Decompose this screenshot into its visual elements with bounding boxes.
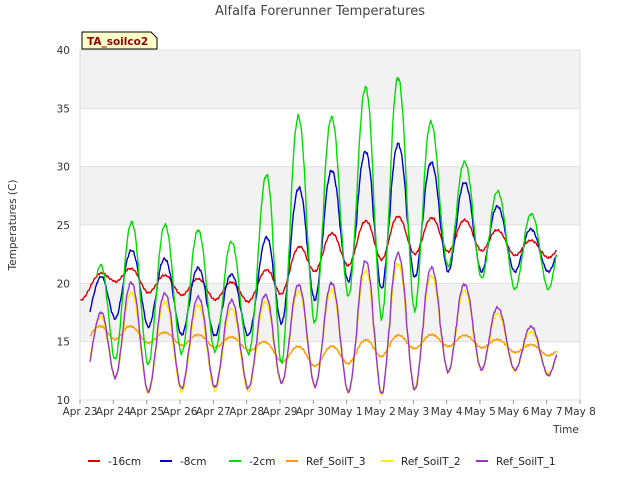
x-tick-label: Apr 24: [96, 406, 131, 418]
y-tick-label: 30: [57, 162, 70, 174]
x-tick-label: May 4: [431, 406, 463, 418]
y-tick-label: 25: [57, 220, 70, 232]
legend-item: -16cm: [88, 456, 141, 468]
legend: -16cm -8cm -2cm Ref_SoilT_3 Ref_SoilT_2 Ref_S…: [88, 456, 556, 468]
chart-title: Alfalfa Forerunner Temperatures: [215, 4, 425, 19]
y-tick-label: 20: [57, 278, 70, 290]
legend-item: -8cm: [160, 456, 206, 468]
legend-label: -8cm: [180, 456, 206, 468]
y-tick-label: 40: [57, 45, 70, 57]
y-tick-label: 10: [57, 395, 70, 407]
legend-label: -16cm: [108, 456, 141, 468]
plot-band: [80, 341, 580, 400]
series-line-16cm: [79, 215, 558, 304]
legend-item: -2cm: [229, 456, 275, 468]
legend-label: Ref_SoilT_1: [496, 456, 556, 468]
series-line-ref-soilt-1: [89, 251, 558, 395]
series-line-2cm: [96, 76, 558, 366]
legend-item: Ref_SoilT_3: [286, 456, 366, 468]
plot-band: [80, 50, 580, 109]
x-tick-label: May 3: [397, 406, 429, 418]
x-tick-label: Apr 25: [129, 406, 164, 418]
x-tick-label: May 2: [364, 406, 396, 418]
x-tick-label: Apr 29: [263, 406, 298, 418]
x-tick-label: May 7: [531, 406, 563, 418]
y-tick-label: 35: [57, 103, 70, 115]
x-tick-label: Apr 26: [163, 406, 198, 418]
badge-box: [81, 31, 158, 50]
x-axis-label: Time: [552, 424, 579, 436]
plot-frame: [79, 49, 581, 401]
legend-label: -2cm: [249, 456, 275, 468]
legend-label: Ref_SoilT_2: [401, 456, 461, 468]
x-tick-label: May 1: [331, 406, 363, 418]
y-tick-label: 15: [57, 337, 70, 349]
y-axis-ticks: 10 15 20 25 30 35 40: [57, 45, 70, 407]
legend-item: Ref_SoilT_1: [476, 456, 556, 468]
x-tick-label: May 6: [497, 406, 529, 418]
legend-item: Ref_SoilT_2: [381, 456, 461, 468]
plot-band: [80, 166, 580, 225]
y-axis-label: Temperatures (C): [7, 180, 19, 272]
series-layer: [79, 76, 558, 396]
x-tick-label: May 5: [464, 406, 496, 418]
legend-label: Ref_SoilT_3: [306, 456, 366, 468]
plot-band: [80, 108, 580, 167]
badge-label: TA_soilco2: [87, 36, 148, 48]
dataset-badge: TA_soilco2: [81, 31, 158, 50]
series-line-ref-soilt-3: [89, 324, 558, 368]
x-tick-label: Apr 27: [196, 406, 231, 418]
x-tick-label: Apr 28: [229, 406, 264, 418]
x-tick-label: May 8: [564, 406, 596, 418]
x-tick-label: Apr 23: [63, 406, 98, 418]
x-tick-label: Apr 30: [296, 406, 331, 418]
